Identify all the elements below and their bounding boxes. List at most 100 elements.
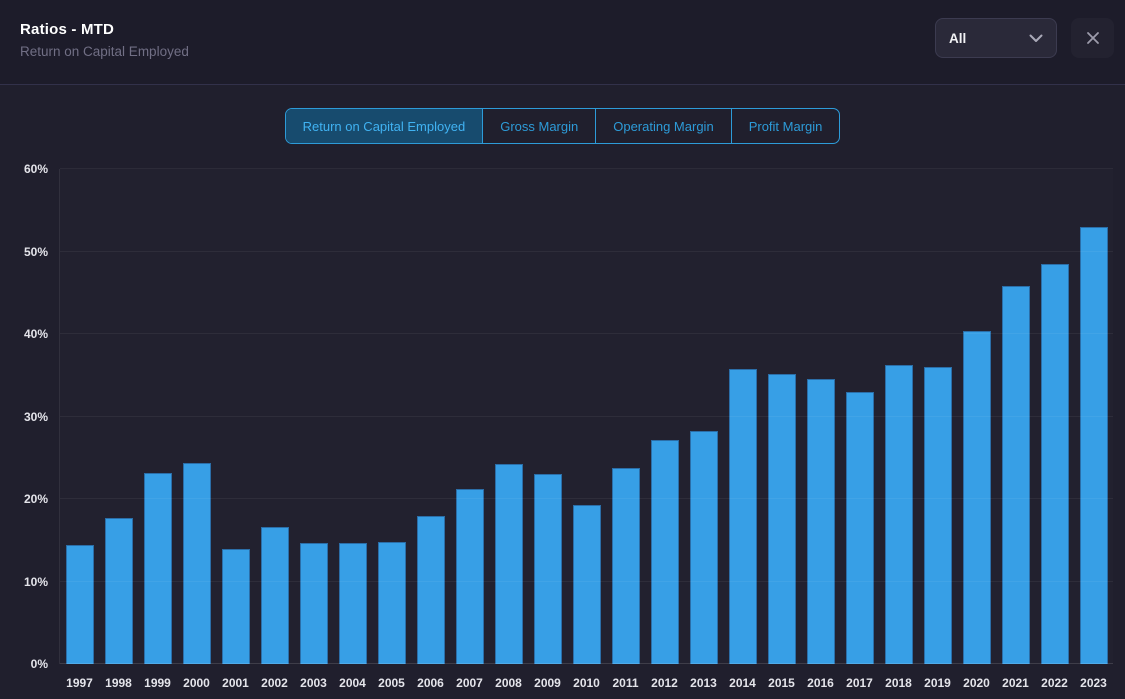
x-axis-tick-label: 2017 <box>846 676 873 690</box>
bar-slot: 2021 <box>996 169 1035 690</box>
gridline <box>60 333 1113 334</box>
bar-slot: 2017 <box>840 169 879 690</box>
x-axis-tick-label: 2006 <box>417 676 444 690</box>
gridline <box>60 663 1113 664</box>
plot-area: 1997 1998 1999 2000 2001 2002 2003 2004 2005 2006… <box>59 168 1113 690</box>
bar-2023[interactable] <box>1079 226 1108 664</box>
bar-2016[interactable] <box>806 378 835 664</box>
bar-2012[interactable] <box>650 439 679 664</box>
bar-2001[interactable] <box>221 548 250 664</box>
x-axis-tick-label: 2005 <box>378 676 405 690</box>
x-axis-tick-label: 2007 <box>456 676 483 690</box>
bar-1998[interactable] <box>104 517 133 664</box>
bar-2017[interactable] <box>845 391 874 664</box>
y-axis-tick-label: 20% <box>23 492 48 507</box>
tab-group: Return on Capital Employed Gross Margin Op… <box>284 108 841 144</box>
bar-2009[interactable] <box>533 474 562 664</box>
tab-gross-margin[interactable]: Gross Margin <box>482 109 595 143</box>
bar-slot: 2001 <box>216 169 255 690</box>
x-axis-tick-label: 2022 <box>1041 676 1068 690</box>
bar-chart: 0% 10% 20% 30% 40% 50% 60% 1997 1998 1999 2000 200… <box>0 86 1125 699</box>
y-axis-tick-label: 10% <box>23 574 48 589</box>
bar-2002[interactable] <box>260 527 289 664</box>
y-axis-tick-label: 40% <box>23 327 48 342</box>
bar-slot: 2022 <box>1035 169 1074 690</box>
bar-slot: 2008 <box>489 169 528 690</box>
chevron-down-icon <box>1029 34 1043 43</box>
bar-slot: 2019 <box>918 169 957 690</box>
bar-2019[interactable] <box>923 367 952 664</box>
tab-profit-margin[interactable]: Profit Margin <box>730 109 840 143</box>
bar-2022[interactable] <box>1040 263 1069 664</box>
bar-2010[interactable] <box>572 504 601 664</box>
x-axis-tick-label: 2002 <box>261 676 288 690</box>
bar-2020[interactable] <box>962 330 991 664</box>
bar-slot: 2000 <box>177 169 216 690</box>
page-subtitle: Return on Capital Employed <box>20 44 189 59</box>
bar-slot: 2013 <box>684 169 723 690</box>
bar-slot: 2007 <box>450 169 489 690</box>
filter-dropdown[interactable]: All <box>935 18 1057 58</box>
x-axis-tick-label: 2019 <box>924 676 951 690</box>
y-axis-tick-label: 60% <box>23 162 48 176</box>
tab-operating-margin[interactable]: Operating Margin <box>595 109 730 143</box>
bar-slot: 1999 <box>138 169 177 690</box>
x-axis-tick-label: 2001 <box>222 676 249 690</box>
x-axis-tick-label: 2003 <box>300 676 327 690</box>
bar-slot: 2023 <box>1074 169 1113 690</box>
bar-2007[interactable] <box>455 489 484 664</box>
x-axis-tick-label: 2020 <box>963 676 990 690</box>
bar-series: 1997 1998 1999 2000 2001 2002 2003 2004 2005 2006… <box>60 169 1113 690</box>
close-button[interactable] <box>1071 18 1114 58</box>
y-axis-tick-label: 0% <box>30 657 48 671</box>
bar-2014[interactable] <box>728 368 757 664</box>
x-axis-tick-label: 2011 <box>612 676 639 690</box>
bar-2006[interactable] <box>416 516 445 664</box>
bar-2011[interactable] <box>611 468 640 664</box>
modal-header: Ratios - MTD Return on Capital Employed … <box>0 0 1125 85</box>
bar-slot: 2012 <box>645 169 684 690</box>
bar-2021[interactable] <box>1001 286 1030 664</box>
bar-slot: 2005 <box>372 169 411 690</box>
bar-slot: 2004 <box>333 169 372 690</box>
gridline <box>60 498 1113 499</box>
bar-slot: 2018 <box>879 169 918 690</box>
x-axis-tick-label: 2010 <box>573 676 600 690</box>
x-axis-tick-label: 2021 <box>1002 676 1029 690</box>
x-axis-tick-label: 1998 <box>105 676 132 690</box>
bar-2015[interactable] <box>767 373 796 664</box>
bar-slot: 2009 <box>528 169 567 690</box>
x-axis-tick-label: 2014 <box>729 676 756 690</box>
bar-2013[interactable] <box>689 431 718 664</box>
bar-2008[interactable] <box>494 464 523 664</box>
bar-slot: 1997 <box>60 169 99 690</box>
x-axis-tick-label: 1997 <box>66 676 93 690</box>
bar-1997[interactable] <box>65 545 94 664</box>
x-axis-tick-label: 2013 <box>690 676 717 690</box>
x-axis-tick-label: 2015 <box>768 676 795 690</box>
gridline <box>60 168 1113 169</box>
bar-slot: 2014 <box>723 169 762 690</box>
gridline <box>60 250 1113 252</box>
bar-slot: 2006 <box>411 169 450 690</box>
x-axis-tick-label: 2018 <box>885 676 912 690</box>
tab-return-on-capital-employed[interactable]: Return on Capital Employed <box>285 109 483 143</box>
bar-slot: 2002 <box>255 169 294 690</box>
x-axis-tick-label: 2016 <box>807 676 834 690</box>
bar-slot: 2010 <box>567 169 606 690</box>
gridline <box>60 415 1113 417</box>
bar-slot: 2015 <box>762 169 801 690</box>
bar-2003[interactable] <box>299 542 328 664</box>
x-axis-tick-label: 2004 <box>339 676 366 690</box>
y-axis-tick-label: 30% <box>23 409 48 424</box>
bar-slot: 2011 <box>606 169 645 690</box>
bar-2004[interactable] <box>338 542 367 664</box>
bar-2018[interactable] <box>884 365 913 664</box>
x-axis-tick-label: 2008 <box>495 676 522 690</box>
bar-2005[interactable] <box>377 541 406 664</box>
bar-slot: 2003 <box>294 169 333 690</box>
y-axis: 0% 10% 20% 30% 40% 50% 60% <box>0 162 48 671</box>
bar-slot: 1998 <box>99 169 138 690</box>
bar-1999[interactable] <box>143 473 172 664</box>
bar-2000[interactable] <box>182 462 211 664</box>
